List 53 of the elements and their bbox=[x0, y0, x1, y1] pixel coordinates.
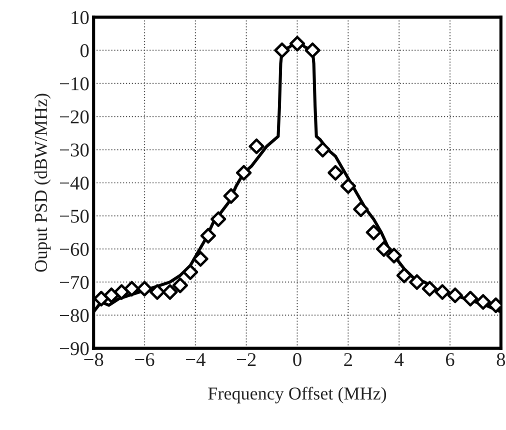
point bbox=[289, 36, 306, 52]
point bbox=[274, 42, 290, 58]
y-tick-label: 10 bbox=[72, 11, 89, 24]
point bbox=[376, 241, 392, 257]
point bbox=[182, 264, 198, 280]
y-tick-label: −20 bbox=[60, 110, 89, 124]
point bbox=[340, 178, 356, 194]
point bbox=[200, 228, 216, 244]
point bbox=[353, 201, 369, 218]
point bbox=[366, 224, 382, 240]
y-tick-label: −50 bbox=[60, 210, 89, 223]
point bbox=[475, 294, 491, 310]
y-tick-label: −10 bbox=[60, 77, 89, 90]
x-tick-label: 8 bbox=[496, 353, 506, 366]
point bbox=[223, 188, 239, 204]
point bbox=[248, 138, 264, 154]
point bbox=[328, 164, 344, 181]
point bbox=[314, 142, 331, 158]
point bbox=[94, 290, 110, 306]
x-tick-label: −2 bbox=[236, 353, 256, 366]
point bbox=[236, 164, 252, 181]
point bbox=[386, 248, 402, 264]
point bbox=[149, 284, 166, 300]
point bbox=[304, 42, 320, 58]
point bbox=[124, 280, 140, 297]
point bbox=[162, 284, 178, 300]
point bbox=[104, 287, 120, 304]
x-axis-title: Frequency Offset (MHz) bbox=[208, 386, 386, 404]
y-tick-label: −80 bbox=[60, 309, 89, 322]
x-tick-label: 6 bbox=[446, 353, 454, 366]
y-tick-label: −90 bbox=[60, 342, 89, 356]
point bbox=[396, 268, 412, 284]
x-tick-label: 2 bbox=[344, 353, 352, 366]
y-tick-label: −70 bbox=[60, 276, 89, 290]
x-tick-label: −8 bbox=[84, 353, 104, 366]
x-tick-label: −6 bbox=[135, 353, 154, 366]
point bbox=[434, 284, 450, 300]
y-tick-label: −40 bbox=[60, 176, 89, 190]
y-tick-label: −60 bbox=[60, 242, 89, 256]
point bbox=[136, 280, 152, 297]
y-axis-title: Ouput PSD (dBW/MHz) bbox=[34, 94, 51, 272]
point bbox=[447, 287, 463, 304]
x-tick-label: 4 bbox=[394, 353, 404, 366]
y-tick-label: 0 bbox=[80, 44, 89, 58]
x-tick-label: 0 bbox=[293, 353, 302, 366]
point bbox=[210, 211, 226, 228]
point bbox=[462, 290, 478, 306]
point bbox=[172, 278, 188, 294]
point bbox=[192, 251, 208, 267]
y-tick-label: −30 bbox=[60, 143, 89, 157]
point bbox=[422, 280, 438, 297]
point bbox=[409, 274, 425, 290]
x-tick-label: −4 bbox=[186, 353, 206, 366]
